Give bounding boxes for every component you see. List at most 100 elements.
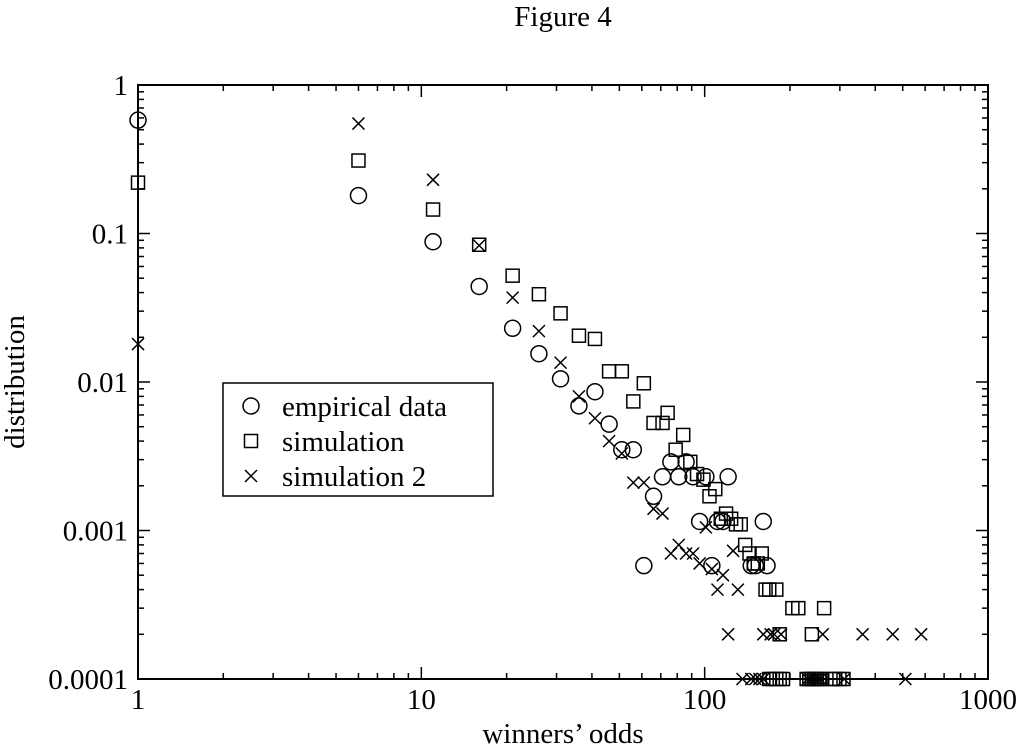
data-point-square	[425, 202, 441, 217]
data-point-cross	[426, 173, 440, 187]
data-point-circle	[624, 440, 643, 459]
data-point-circle	[349, 186, 368, 205]
x-tick-label: 1000	[959, 684, 1017, 716]
legend-label: simulation 2	[282, 461, 426, 493]
data-point-square	[614, 364, 630, 379]
data-point-circle	[424, 232, 442, 251]
data-point-circle	[503, 319, 522, 338]
data-point-cross	[856, 627, 870, 641]
data-point-cross	[615, 446, 629, 461]
data-point-square	[668, 442, 683, 457]
data-point-cross	[808, 672, 822, 686]
data-point-cross	[764, 627, 778, 641]
data-point-cross	[655, 507, 670, 521]
data-point-cross	[532, 324, 546, 338]
data-point-square	[750, 556, 766, 571]
data-point-square	[754, 546, 769, 561]
data-point-cross	[816, 627, 830, 641]
data-point-cross	[837, 672, 851, 686]
data-point-cross	[721, 627, 735, 641]
x-tick-label: 1	[131, 684, 146, 716]
data-point-square	[636, 376, 652, 391]
data-point-cross	[767, 627, 781, 641]
data-point-square	[587, 331, 603, 347]
x-axis-label: winners’ odds	[482, 718, 643, 747]
data-point-square	[723, 511, 739, 526]
data-point-square	[769, 582, 784, 597]
data-point-square	[713, 511, 729, 526]
data-point-cross	[811, 672, 825, 686]
legend-marker-square	[243, 433, 259, 449]
data-point-cross	[914, 627, 928, 641]
data-point-cross	[637, 476, 651, 490]
data-point-square	[660, 405, 675, 421]
data-point-square	[737, 537, 753, 553]
data-point-cross	[731, 583, 745, 597]
data-point-cross	[351, 117, 366, 131]
data-point-cross	[693, 556, 707, 570]
data-point-cross	[752, 672, 766, 686]
x-tick-label: 100	[683, 684, 727, 716]
data-point-square	[601, 364, 617, 379]
data-point-square	[626, 394, 641, 409]
data-point-square	[351, 153, 366, 168]
data-point-circle	[719, 468, 737, 486]
data-point-circle	[470, 277, 488, 296]
data-point-square	[742, 546, 757, 561]
data-point-circle	[635, 556, 653, 575]
y-tick-label: 0.001	[63, 516, 128, 548]
data-point-cross	[626, 476, 640, 490]
y-tick-label: 0.1	[92, 219, 128, 251]
data-point-square	[718, 506, 734, 521]
legend-label: simulation	[282, 426, 405, 458]
data-point-cross	[472, 238, 486, 253]
data-point-cross	[710, 583, 725, 597]
data-point-cross	[716, 568, 730, 582]
data-point-cross	[813, 672, 827, 686]
data-point-circle	[754, 512, 773, 531]
data-point-cross	[699, 520, 713, 534]
data-point-square	[505, 268, 520, 283]
data-point-circle	[677, 453, 695, 471]
data-point-cross	[647, 502, 661, 516]
legend-marker-cross	[244, 469, 258, 483]
data-point-circle	[613, 440, 631, 459]
data-point-cross	[554, 356, 568, 370]
data-point-cross	[588, 411, 602, 425]
plot-frame	[137, 84, 989, 680]
data-point-square	[531, 286, 547, 302]
data-point-cross	[774, 627, 788, 641]
data-point-circle	[570, 397, 588, 415]
series-circle	[129, 111, 776, 575]
data-points	[129, 111, 928, 687]
data-point-square	[708, 481, 723, 497]
y-axis-label: distribution	[0, 315, 31, 449]
legend-marker-circle	[242, 397, 260, 415]
data-point-circle	[586, 382, 604, 401]
data-point-cross	[602, 434, 616, 448]
data-point-circle	[662, 453, 680, 471]
data-point-circle	[530, 344, 548, 363]
data-point-cross	[726, 544, 740, 558]
data-point-circle	[129, 111, 147, 129]
data-point-circle	[669, 468, 688, 486]
data-point-square	[804, 627, 820, 642]
y-tick-label: 0.01	[77, 367, 128, 399]
data-point-circle	[551, 370, 570, 388]
data-point-square	[553, 306, 568, 321]
data-point-cross	[672, 538, 686, 552]
y-tick-label: 0.0001	[48, 664, 128, 696]
data-point-square	[775, 671, 791, 687]
data-point-square	[836, 671, 851, 687]
data-point-circle	[690, 512, 709, 531]
data-point-cross	[686, 546, 700, 561]
data-point-cross	[756, 672, 770, 686]
data-point-square	[655, 415, 670, 431]
data-point-circle	[697, 468, 715, 486]
axis-ticks	[137, 84, 989, 680]
data-point-circle	[653, 468, 672, 486]
data-point-circle	[758, 556, 776, 575]
data-point-square	[816, 600, 832, 616]
legend-box	[222, 382, 494, 497]
